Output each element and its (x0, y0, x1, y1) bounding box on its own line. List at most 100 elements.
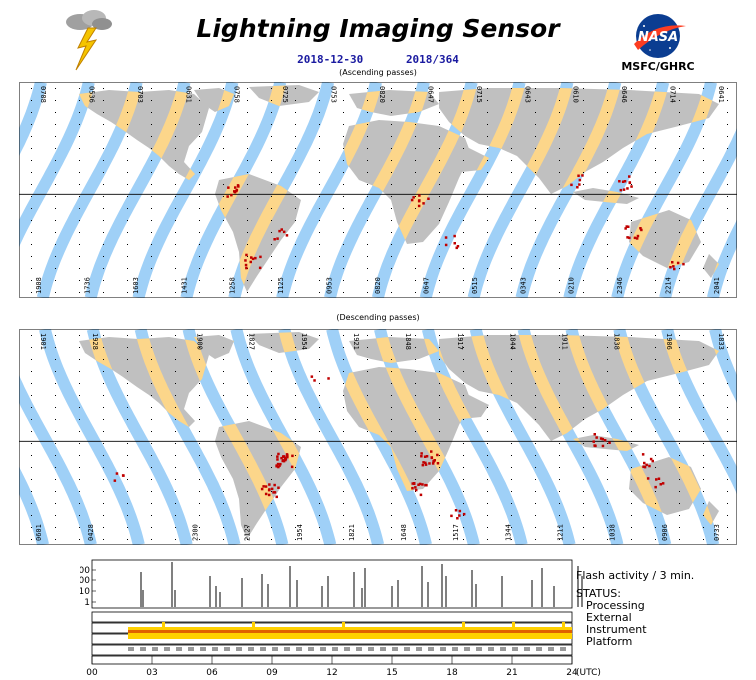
pass-time-top: 1928 (91, 333, 99, 350)
pass-time-top: 1900 (195, 333, 203, 350)
pass-time-top: 1838 (613, 333, 621, 350)
pass-time-bottom: 1648 (400, 524, 408, 541)
pass-time-bottom: 1344 (504, 524, 512, 541)
x-tick-label: 15 (386, 668, 397, 678)
pass-time-bottom: 2300 (191, 524, 199, 541)
pass-time-top: 1917 (456, 333, 464, 350)
y-tick-label: 1 (84, 598, 90, 608)
legend-instrument: Instrument (586, 623, 647, 636)
pass-time-top: 0643 (523, 86, 531, 103)
pass-time-top: 1954 (300, 333, 308, 350)
pass-time-top: 1906 (665, 333, 673, 350)
pass-time-bottom: 0733 (713, 524, 721, 541)
y-tick-label: 100 (80, 576, 90, 586)
y-tick-label: 10 (80, 587, 90, 597)
x-tick-label: 09 (266, 668, 278, 678)
pass-time-bottom: 2127 (244, 524, 252, 541)
flash-markers (226, 174, 685, 271)
x-unit-label: (UTC) (576, 668, 601, 678)
x-tick-label: 06 (206, 668, 218, 678)
pass-time-top: 0703 (136, 86, 144, 103)
pass-time-top: 1848 (404, 333, 412, 350)
date-label: 2018-12-30 (297, 53, 364, 66)
pass-time-top: 0758 (233, 86, 241, 103)
pass-time-top: 1911 (561, 333, 569, 350)
pass-time-top: 0714 (669, 86, 677, 103)
pass-time-bottom: 1258 (229, 277, 237, 294)
pass-time-top: 1833 (717, 333, 725, 350)
nasa-logo-text: NASA (638, 30, 678, 45)
pass-time-bottom: 0820 (374, 277, 382, 294)
pass-time-top: 0646 (620, 86, 628, 103)
grid-dots (31, 335, 728, 540)
pass-time-top: 1901 (39, 333, 47, 350)
pass-time-top: 0708 (39, 86, 47, 103)
status-band-processing (91, 611, 573, 623)
pass-time-bottom: 0343 (519, 277, 527, 294)
x-tick-label: 03 (146, 668, 157, 678)
legend-platform: Platform (586, 635, 633, 648)
pass-time-top: 0536 (87, 86, 95, 103)
pass-time-top: 0753 (330, 86, 338, 103)
pass-time-bottom: 0601 (35, 524, 43, 541)
pass-time-bottom: 0515 (471, 277, 479, 294)
instrument-warn-bar (128, 630, 572, 633)
x-tick-label: 21 (506, 668, 517, 678)
pass-time-bottom: 0210 (568, 277, 576, 294)
pass-time-labels: 1901 0601 1928 0428 1900 2300 1827 2127 1954 1954… (35, 333, 725, 541)
ascending-caption: (Ascending passes) (339, 68, 417, 77)
pass-time-top: 1844 (508, 333, 516, 350)
flash-activity-panel (91, 559, 573, 609)
pass-time-top: 0631 (184, 86, 192, 103)
pass-time-top: 1921 (352, 333, 360, 350)
pass-time-top: 0820 (378, 86, 386, 103)
day-of-year-label: 2018/364 (405, 53, 459, 66)
activity-timeline: 1000100101000306091215182124(UTC) (80, 559, 601, 678)
descending-map: 1901 0601 1928 0428 1900 2300 1827 2127 1954 1954… (19, 329, 737, 545)
flash-markers (113, 375, 665, 520)
x-tick-label: 12 (326, 668, 337, 678)
pass-time-bottom: 1736 (83, 277, 91, 294)
pass-time-bottom: 1517 (452, 524, 460, 541)
pass-time-top: 1827 (248, 333, 256, 350)
pass-time-bottom: 2041 (713, 277, 721, 294)
legend-processing: Processing (586, 599, 645, 612)
pass-time-bottom: 1211 (557, 524, 565, 541)
pass-time-bottom: 0953 (326, 277, 334, 294)
pass-time-bottom: 1954 (296, 524, 304, 541)
timeline-legend: Flash activity / 3 min. STATUS: Processi… (576, 570, 694, 648)
descending-caption: (Descending passes) (336, 313, 420, 322)
page-title: Lightning Imaging Sensor (196, 14, 560, 43)
org-label: MSFC/GHRC (621, 60, 695, 73)
pass-time-top: 0647 (426, 86, 434, 103)
nasa-logo: NASA (634, 14, 686, 58)
date-line: 2018-12-30 2018/364 (0, 53, 756, 66)
legend-flash: Flash activity / 3 min. (576, 569, 695, 582)
x-tick-label: 24 (566, 668, 578, 678)
flash-spikes (140, 562, 583, 607)
x-tick-label: 18 (446, 668, 458, 678)
ascending-map: 0708 1908 0536 1736 0703 1603 0631 1431 0758 1258… (19, 82, 737, 298)
pass-time-bottom: 0647 (422, 277, 430, 294)
pass-time-bottom: 1603 (132, 277, 140, 294)
pass-time-bottom: 1821 (348, 524, 356, 541)
pass-time-bottom: 1431 (180, 277, 188, 294)
pass-time-bottom: 0906 (661, 524, 669, 541)
pass-time-top: 0610 (572, 86, 580, 103)
pass-time-bottom: 1038 (609, 524, 617, 541)
pass-time-bottom: 1908 (35, 277, 43, 294)
x-tick-label: 00 (86, 668, 98, 678)
lightning-cloud-icon (66, 10, 112, 71)
pass-time-bottom: 2346 (616, 277, 624, 294)
pass-time-top: 0725 (281, 86, 289, 103)
pass-time-top: 0641 (717, 86, 725, 103)
pass-time-bottom: 0428 (87, 524, 95, 541)
pass-time-labels: 0708 1908 0536 1736 0703 1603 0631 1431 0758 1258… (35, 86, 725, 294)
legend-status: STATUS: (576, 587, 621, 600)
grid-dots (31, 88, 728, 293)
pass-time-top: 0715 (475, 86, 483, 103)
pass-time-bottom: 2214 (665, 277, 673, 294)
pass-time-bottom: 1125 (277, 277, 285, 294)
legend-external: External (586, 611, 632, 624)
